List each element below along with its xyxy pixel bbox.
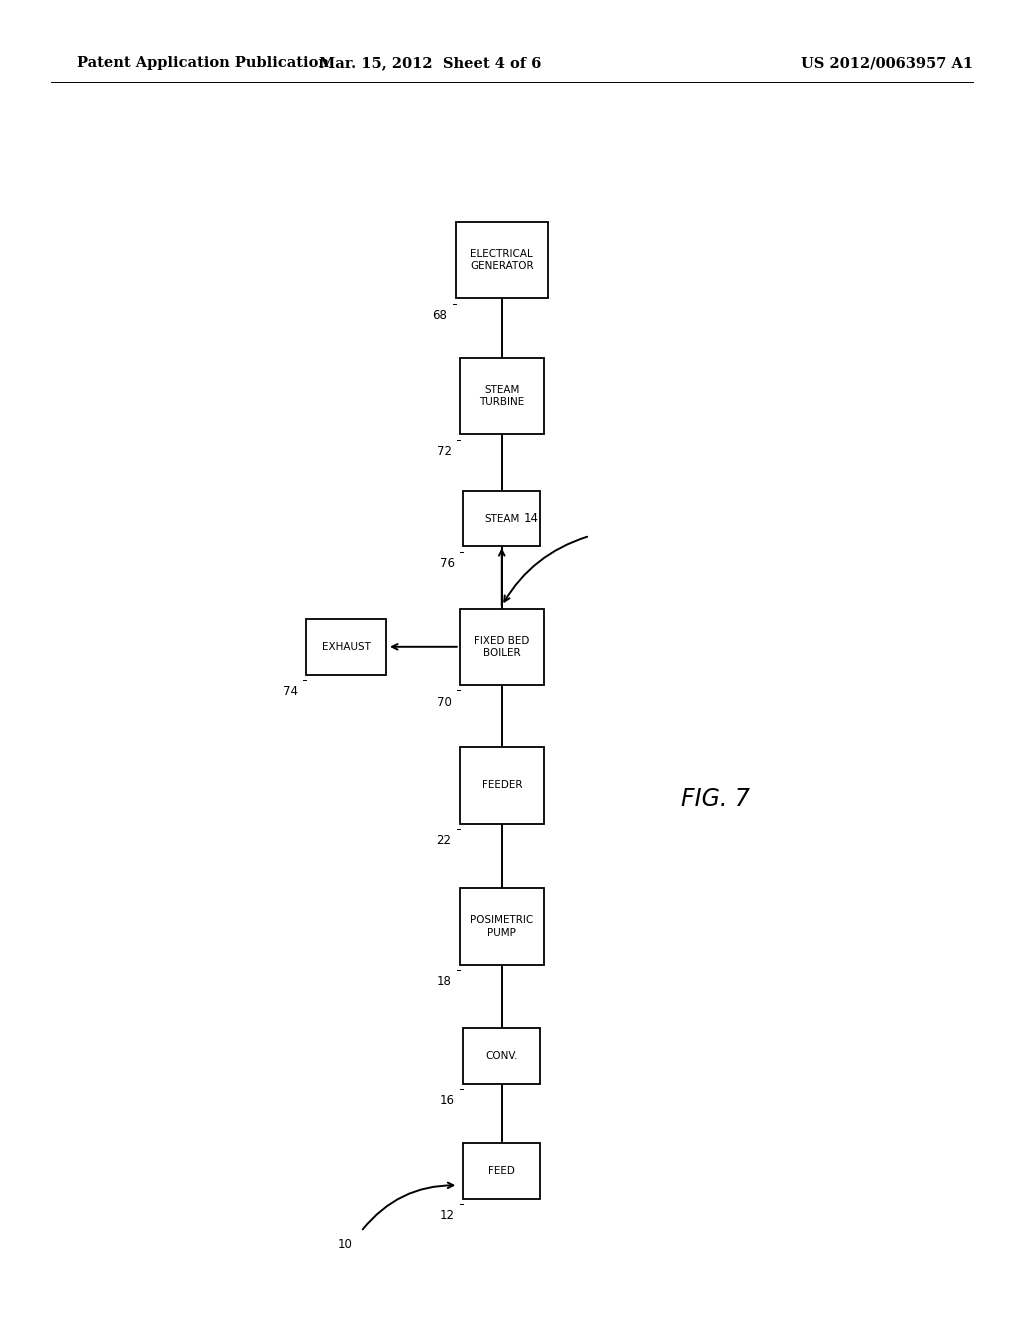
Bar — [460, 358, 544, 434]
Text: FEEDER: FEEDER — [481, 780, 522, 791]
Text: US 2012/0063957 A1: US 2012/0063957 A1 — [801, 57, 973, 70]
Text: POSIMETRIC
PUMP: POSIMETRIC PUMP — [470, 916, 534, 937]
Bar — [306, 619, 386, 675]
Text: Mar. 15, 2012  Sheet 4 of 6: Mar. 15, 2012 Sheet 4 of 6 — [318, 57, 542, 70]
Bar — [463, 1143, 541, 1199]
Text: STEAM: STEAM — [484, 513, 519, 524]
Text: 74: 74 — [283, 685, 298, 698]
Text: FEED: FEED — [488, 1166, 515, 1176]
Text: FIXED BED
BOILER: FIXED BED BOILER — [474, 636, 529, 657]
Text: 70: 70 — [436, 696, 452, 709]
Text: 16: 16 — [440, 1094, 455, 1107]
Text: 18: 18 — [436, 975, 452, 989]
Text: 76: 76 — [440, 557, 455, 570]
Bar — [460, 888, 544, 965]
Text: FIG. 7: FIG. 7 — [681, 787, 750, 810]
Text: Patent Application Publication: Patent Application Publication — [77, 57, 329, 70]
Text: 22: 22 — [436, 834, 452, 847]
Bar — [460, 747, 544, 824]
Text: 72: 72 — [436, 445, 452, 458]
Text: CONV.: CONV. — [485, 1051, 518, 1061]
Bar — [456, 222, 548, 298]
Bar — [463, 1028, 541, 1084]
Text: EXHAUST: EXHAUST — [322, 642, 371, 652]
Text: 14: 14 — [523, 512, 539, 525]
Text: ELECTRICAL
GENERATOR: ELECTRICAL GENERATOR — [470, 249, 534, 271]
Bar — [460, 609, 544, 685]
Text: STEAM
TURBINE: STEAM TURBINE — [479, 385, 524, 407]
Text: 10: 10 — [338, 1238, 352, 1251]
Bar — [463, 491, 541, 546]
Text: 12: 12 — [440, 1209, 455, 1222]
Text: 68: 68 — [432, 309, 447, 322]
